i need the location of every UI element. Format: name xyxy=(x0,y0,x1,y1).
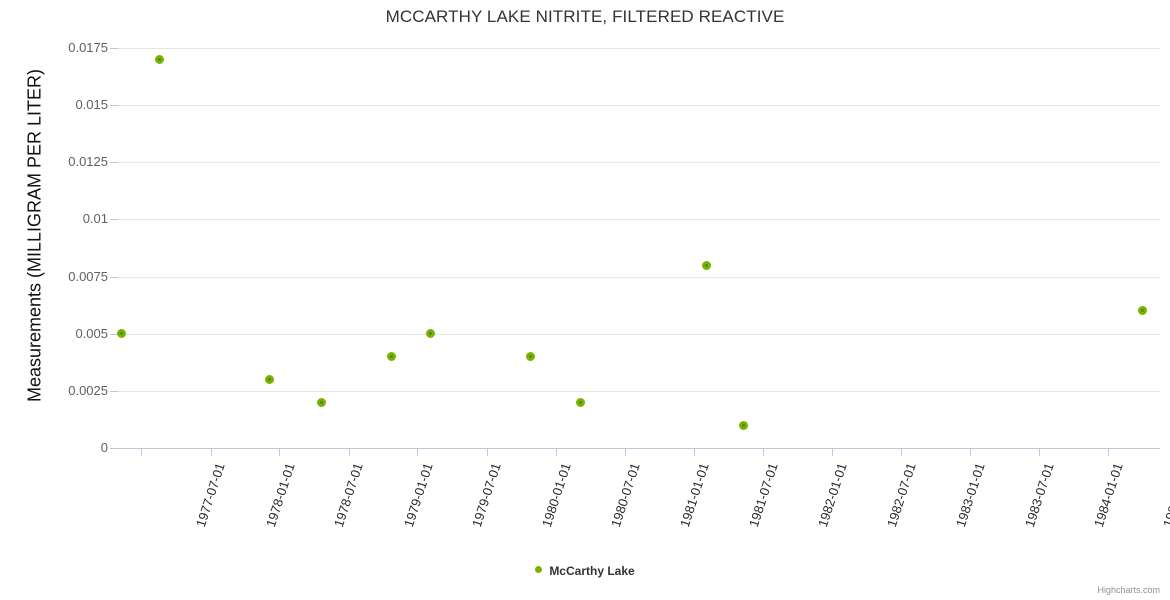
x-tick-label: 1982-01-01 xyxy=(815,461,851,529)
y-tick-label: 0.005 xyxy=(75,325,108,341)
y-tick-label: 0.0075 xyxy=(68,268,108,284)
x-tick-mark xyxy=(210,449,212,456)
x-tick-mark xyxy=(693,449,695,456)
x-tick-label: 1979-01-01 xyxy=(400,461,436,529)
x-tick-label: 1984-01-01 xyxy=(1091,461,1127,529)
gridline xyxy=(118,333,1160,335)
x-tick-mark xyxy=(1108,449,1110,456)
data-point[interactable] xyxy=(387,352,397,362)
x-tick-mark xyxy=(555,449,557,456)
x-tick-mark xyxy=(763,449,765,456)
y-tick-label: 0.0125 xyxy=(68,154,108,170)
legend-marker-icon xyxy=(535,566,543,574)
x-tick-label: 1977-07-01 xyxy=(193,461,228,529)
x-tick-label: 1981-01-01 xyxy=(677,461,712,529)
y-tick-mark xyxy=(110,162,118,164)
data-point[interactable] xyxy=(576,397,586,407)
gridline xyxy=(118,219,1160,221)
data-point[interactable] xyxy=(155,54,165,64)
gridline xyxy=(118,390,1160,392)
data-point[interactable] xyxy=(525,352,535,362)
x-tick-mark xyxy=(279,449,281,456)
y-tick-mark xyxy=(110,276,118,278)
x-tick-label: 1980-01-01 xyxy=(538,461,574,529)
gridline xyxy=(118,276,1160,278)
data-point[interactable] xyxy=(739,420,749,430)
chart-legend: McCarthy Lake xyxy=(0,563,1170,578)
x-tick-mark xyxy=(625,449,627,456)
x-tick-mark xyxy=(901,449,903,456)
x-tick-label: 1981-07-01 xyxy=(745,461,781,529)
legend-item-label: McCarthy Lake xyxy=(549,563,635,578)
y-tick-mark xyxy=(110,48,118,49)
x-tick-mark xyxy=(969,449,971,456)
data-point[interactable] xyxy=(425,329,435,339)
data-point[interactable] xyxy=(316,397,326,407)
y-tick-mark xyxy=(110,333,118,335)
x-tick-label: 1979-07-01 xyxy=(469,461,504,529)
x-tick-label: 1978-01-01 xyxy=(262,461,298,529)
x-tick-label: 1983-07-01 xyxy=(1021,461,1057,529)
gridline xyxy=(118,105,1160,107)
gridline xyxy=(118,48,1160,49)
data-point[interactable] xyxy=(116,329,126,339)
y-tick-label: 0 xyxy=(100,440,108,455)
y-axis-labels: 0 0.0025 0.005 0.0075 0.01 0.0125 0.015 0.0175 xyxy=(0,0,118,600)
highcharts-credit[interactable]: Highcharts.com xyxy=(1097,585,1160,595)
y-tick-label: 0.015 xyxy=(75,97,108,113)
data-point[interactable] xyxy=(264,374,274,384)
x-axis-line xyxy=(118,448,1160,449)
gridline xyxy=(118,162,1160,164)
y-tick-label: 0.0175 xyxy=(68,40,108,55)
data-point[interactable] xyxy=(1138,306,1148,316)
y-tick-label: 0.0025 xyxy=(68,382,108,398)
x-tick-mark xyxy=(486,449,488,456)
y-tick-mark xyxy=(110,390,118,392)
data-point[interactable] xyxy=(702,260,712,270)
x-tick-label: 1982-07-01 xyxy=(883,461,919,529)
x-tick-label: 1984-07-01 xyxy=(1160,461,1170,529)
chart-title: MCCARTHY LAKE NITRITE, FILTERED REACTIVE xyxy=(385,7,785,26)
x-tick-label: 1978-07-01 xyxy=(331,461,366,529)
x-tick-mark xyxy=(348,449,350,456)
y-tick-mark xyxy=(110,105,118,107)
x-tick-mark xyxy=(417,449,419,456)
x-tick-mark xyxy=(831,449,833,456)
x-tick-mark xyxy=(1039,449,1041,456)
x-tick-mark xyxy=(141,449,143,456)
plot-area xyxy=(116,48,1160,449)
y-tick-label: 0.01 xyxy=(82,211,108,227)
legend-item-mccarthy-lake[interactable]: McCarthy Lake xyxy=(535,563,635,578)
y-tick-mark xyxy=(110,448,118,449)
x-tick-label: 1980-07-01 xyxy=(607,461,643,529)
x-tick-label: 1983-01-01 xyxy=(953,461,989,529)
y-tick-mark xyxy=(110,219,118,221)
